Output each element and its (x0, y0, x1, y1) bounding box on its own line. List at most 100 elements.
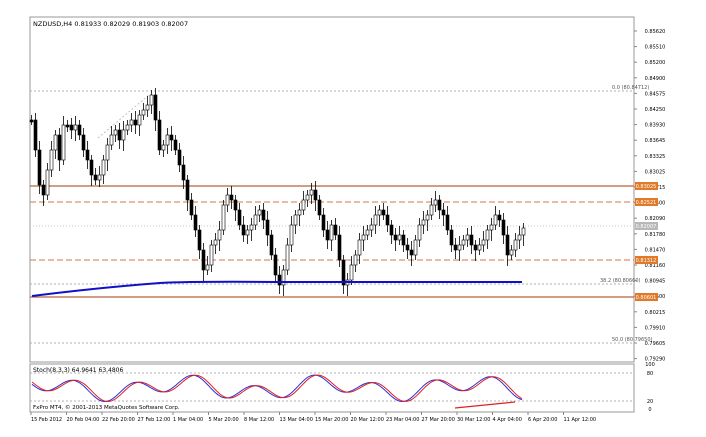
candle-body (241, 224, 246, 236)
candle-body (389, 224, 394, 236)
candle-body (325, 229, 330, 241)
candle-body (29, 119, 34, 123)
candle-body (101, 159, 106, 176)
fib-382-label: 38.2 (80.80660) (600, 278, 641, 284)
candle-body (309, 189, 314, 196)
candle-body (165, 134, 170, 146)
time-tick-label: 15 Feb 2012 (31, 417, 62, 423)
candlestick-series (29, 88, 526, 296)
candle-body (169, 134, 174, 141)
candle-body (93, 174, 98, 181)
candle-body (469, 234, 474, 246)
candle-body (293, 214, 298, 226)
fib-50-label: 50.0 (80.79650) (612, 337, 653, 343)
candle-body (321, 214, 326, 231)
candle-body (181, 164, 186, 181)
candle-body (497, 214, 502, 221)
candle-body (505, 234, 510, 256)
price-tick-label: 0.83025 (645, 169, 666, 175)
candle-body (53, 134, 58, 151)
candle-body (365, 229, 370, 236)
candle-body (433, 199, 438, 206)
time-tick-label: 11 Apr 12:00 (564, 417, 597, 423)
candle-body (81, 134, 86, 151)
time-tick-label: 15 Mar 20:00 (315, 417, 348, 423)
candle-body (57, 134, 62, 161)
price-badge-label: 0.81312 (636, 258, 657, 264)
candle-body (493, 214, 498, 226)
candle-body (213, 239, 218, 246)
candle-body (217, 229, 222, 241)
candle-body (369, 224, 374, 231)
price-tick-label: 0.79290 (645, 357, 666, 363)
time-axis: 15 Feb 2012 20 Feb 04:00 22 Feb 20:00 27 Fe… (30, 412, 597, 423)
price-tick-label: 0.84250 (645, 107, 666, 113)
price-tick-label: 0.80945 (645, 279, 666, 285)
price-badge (635, 222, 658, 230)
price-tick-label: 0.83645 (645, 138, 666, 144)
price-tick-label: 0.83325 (645, 154, 666, 160)
stochastic-panel[interactable] (29, 363, 635, 413)
candle-body (269, 234, 274, 256)
candle-body (221, 204, 226, 231)
time-tick-label: 20 Mar 12:00 (351, 417, 384, 423)
candle-body (37, 149, 42, 186)
candle-body (85, 149, 90, 161)
candle-body (417, 224, 422, 241)
candle-body (105, 144, 110, 161)
price-tick-label: 0.82090 (645, 216, 666, 222)
time-tick-label: 27 Feb 12:00 (138, 417, 171, 423)
candle-body (465, 234, 470, 241)
candle-body (41, 184, 46, 196)
candle-body (89, 159, 94, 176)
candle-body (145, 104, 150, 111)
candle-body (149, 94, 154, 106)
main-chart-panel[interactable] (29, 16, 635, 363)
candle-body (341, 259, 346, 286)
candle-body (297, 209, 302, 216)
candle-body (361, 234, 366, 241)
candle-body (133, 119, 138, 126)
candle-body (61, 124, 66, 161)
candle-body (373, 214, 378, 226)
stoch-main-line (31, 374, 523, 403)
stoch-tick-label: 20 (647, 399, 653, 405)
candle-body (197, 229, 202, 251)
stoch-tick-label: 80 (647, 371, 653, 377)
price-tick-label: 0.84575 (645, 91, 666, 97)
price-tick-label: 0.81160 (645, 263, 666, 269)
divergence-line[interactable] (454, 401, 516, 409)
candle-body (185, 179, 190, 201)
price-tick-label: 0.79605 (645, 341, 666, 347)
stoch-axis: 100 80 20 0 (645, 362, 655, 413)
price-badge (635, 256, 658, 264)
candle-body (473, 244, 478, 251)
price-badge-label: 0.80601 (636, 295, 657, 301)
candle-body (313, 189, 318, 201)
candle-body (129, 119, 134, 126)
time-tick-label: 22 Feb 20:00 (102, 417, 135, 423)
candle-body (405, 244, 410, 251)
candle-body (333, 224, 338, 236)
candle-body (317, 199, 322, 216)
candle-body (429, 204, 434, 216)
time-tick-label: 13 Mar 04:00 (280, 417, 313, 423)
candle-body (377, 209, 382, 216)
fib-0-label: 0.0 (80.84712) (612, 85, 649, 91)
candle-body (513, 239, 518, 251)
candle-body (489, 224, 494, 231)
candle-body (193, 214, 198, 231)
trend-line[interactable] (97, 93, 151, 139)
candle-body (281, 269, 286, 286)
candle-body (173, 139, 178, 151)
price-tick-label: 0.79910 (645, 325, 666, 331)
candle-body (237, 209, 242, 226)
candle-body (353, 254, 358, 266)
candle-body (445, 214, 450, 231)
time-tick-label: 30 Mar 12:00 (457, 417, 490, 423)
price-badge (635, 198, 658, 206)
time-tick-label: 27 Mar 20:00 (422, 417, 455, 423)
moving-average-line (31, 280, 522, 297)
price-axis: 0.85620 0.85510 0.85200 0.84900 0.84575 0.842… (634, 29, 665, 363)
